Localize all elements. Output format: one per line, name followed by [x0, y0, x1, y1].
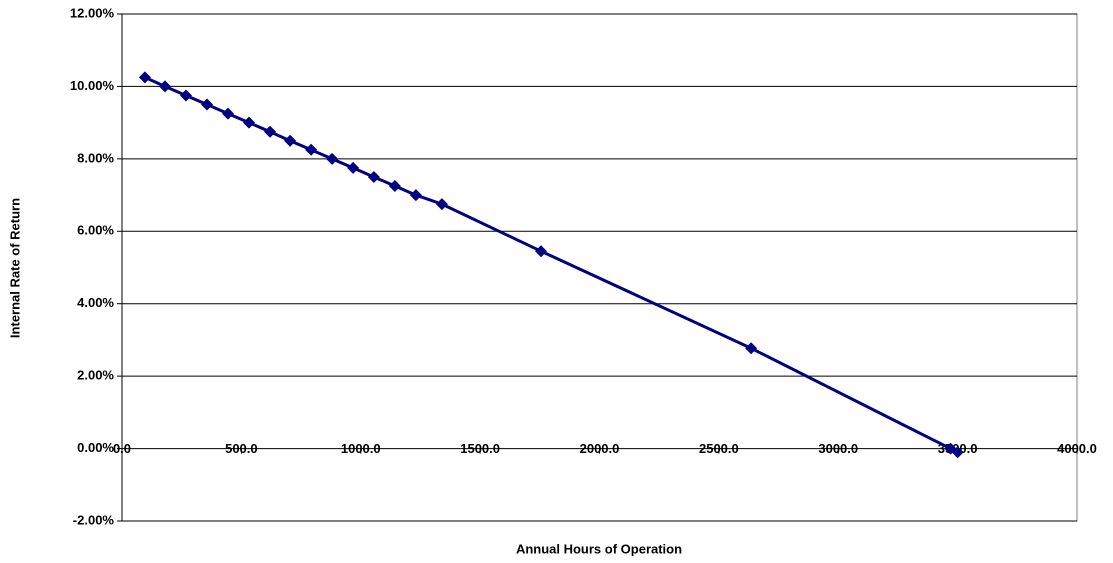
y-tick-label: 4.00%: [77, 295, 114, 310]
data-point: [305, 143, 318, 156]
x-tick-label: 0.0: [113, 441, 131, 456]
data-point: [367, 170, 380, 183]
y-tick-label: 6.00%: [77, 223, 114, 238]
x-tick-label: 2500.0: [699, 441, 739, 456]
data-point: [179, 89, 192, 102]
x-tick-label: 500.0: [225, 441, 258, 456]
data-point: [138, 71, 151, 84]
y-tick-label: -2.00%: [73, 512, 115, 527]
data-point: [745, 342, 758, 355]
data-point: [264, 125, 277, 138]
data-point: [243, 116, 256, 129]
data-point: [158, 80, 171, 93]
data-point: [284, 134, 297, 147]
x-tick-label: 1000.0: [341, 441, 381, 456]
y-tick-label: 10.00%: [70, 78, 115, 93]
x-tick-label: 4000.0: [1057, 441, 1097, 456]
data-point: [409, 189, 422, 202]
data-point: [388, 180, 401, 193]
data-point: [326, 152, 339, 165]
y-tick-label: 2.00%: [77, 368, 114, 383]
y-tick-label: 8.00%: [77, 150, 114, 165]
data-point: [347, 161, 360, 174]
x-tick-label: 3000.0: [818, 441, 858, 456]
x-tick-label: 1500.0: [460, 441, 500, 456]
x-tick-label: 2000.0: [580, 441, 620, 456]
data-point: [435, 198, 448, 211]
y-axis-title: Internal Rate of Return: [7, 198, 22, 338]
y-tick-label: 0.00%: [77, 440, 114, 455]
data-point: [200, 98, 213, 111]
data-point: [222, 107, 235, 120]
data-point: [535, 245, 548, 258]
y-tick-label: 12.00%: [70, 5, 115, 20]
x-axis-title: Annual Hours of Operation: [516, 541, 682, 556]
data-point: [951, 446, 964, 459]
